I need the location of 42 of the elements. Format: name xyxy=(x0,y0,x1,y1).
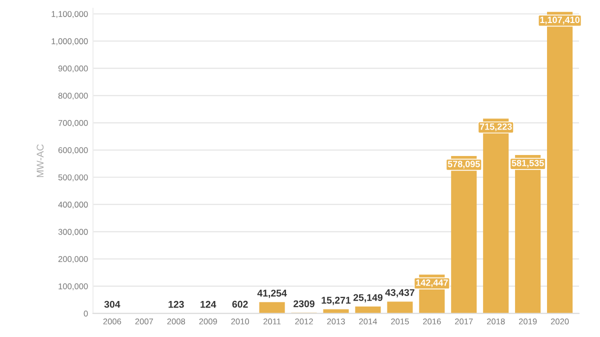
data-label: 602 xyxy=(232,300,248,308)
y-tick-label: 600,000 xyxy=(58,147,88,154)
y-tick-label: 0 xyxy=(84,310,88,317)
x-tick-label: 2017 xyxy=(455,318,473,324)
x-tick-label: 2008 xyxy=(167,318,186,324)
data-label: 15,271 xyxy=(322,296,351,306)
data-label: 124 xyxy=(200,300,216,308)
y-tick-label: 900,000 xyxy=(58,66,88,72)
x-tick-label: 2009 xyxy=(199,318,217,324)
data-label: 2309 xyxy=(294,300,314,308)
y-tick-label: 100,000 xyxy=(58,283,88,290)
x-tick-label: 2019 xyxy=(518,318,537,324)
data-label: 715,223 xyxy=(480,123,512,132)
x-tick-label: 2012 xyxy=(295,318,313,324)
x-tick-label: 2020 xyxy=(550,318,569,324)
data-label: 1,107,410 xyxy=(540,16,580,24)
y-tick-label: 1,100,000 xyxy=(52,11,88,18)
x-tick-label: 2011 xyxy=(264,318,281,324)
x-tick-label: 2015 xyxy=(391,318,409,324)
y-axis-title: MW-AC xyxy=(36,144,44,178)
y-tick-label: 500,000 xyxy=(58,174,88,182)
data-label: 41,254 xyxy=(257,290,287,298)
x-tick-label: 2010 xyxy=(231,318,250,324)
data-label: 123 xyxy=(168,300,184,308)
y-tick-label: 200,000 xyxy=(58,256,88,264)
data-label: 43,437 xyxy=(385,289,414,298)
y-tick-label: 400,000 xyxy=(58,202,88,209)
x-tick-label: 2006 xyxy=(103,318,122,324)
data-label: 578,095 xyxy=(448,160,480,169)
data-label: 25,149 xyxy=(353,294,382,302)
x-tick-label: 2007 xyxy=(135,318,154,324)
y-tick-label: 1,000,000 xyxy=(52,38,88,46)
data-label: 142,447 xyxy=(416,279,448,288)
y-tick-label: 800,000 xyxy=(58,92,88,100)
data-label: 304 xyxy=(104,300,120,308)
x-tick-label: 2018 xyxy=(487,318,505,324)
y-tick-label: 700,000 xyxy=(58,120,88,127)
x-tick-label: 2016 xyxy=(423,318,441,324)
x-tick-label: 2014 xyxy=(359,318,377,324)
y-tick-label: 300,000 xyxy=(58,228,88,236)
data-label: 581,535 xyxy=(512,160,544,168)
x-tick-label: 2013 xyxy=(327,318,345,324)
